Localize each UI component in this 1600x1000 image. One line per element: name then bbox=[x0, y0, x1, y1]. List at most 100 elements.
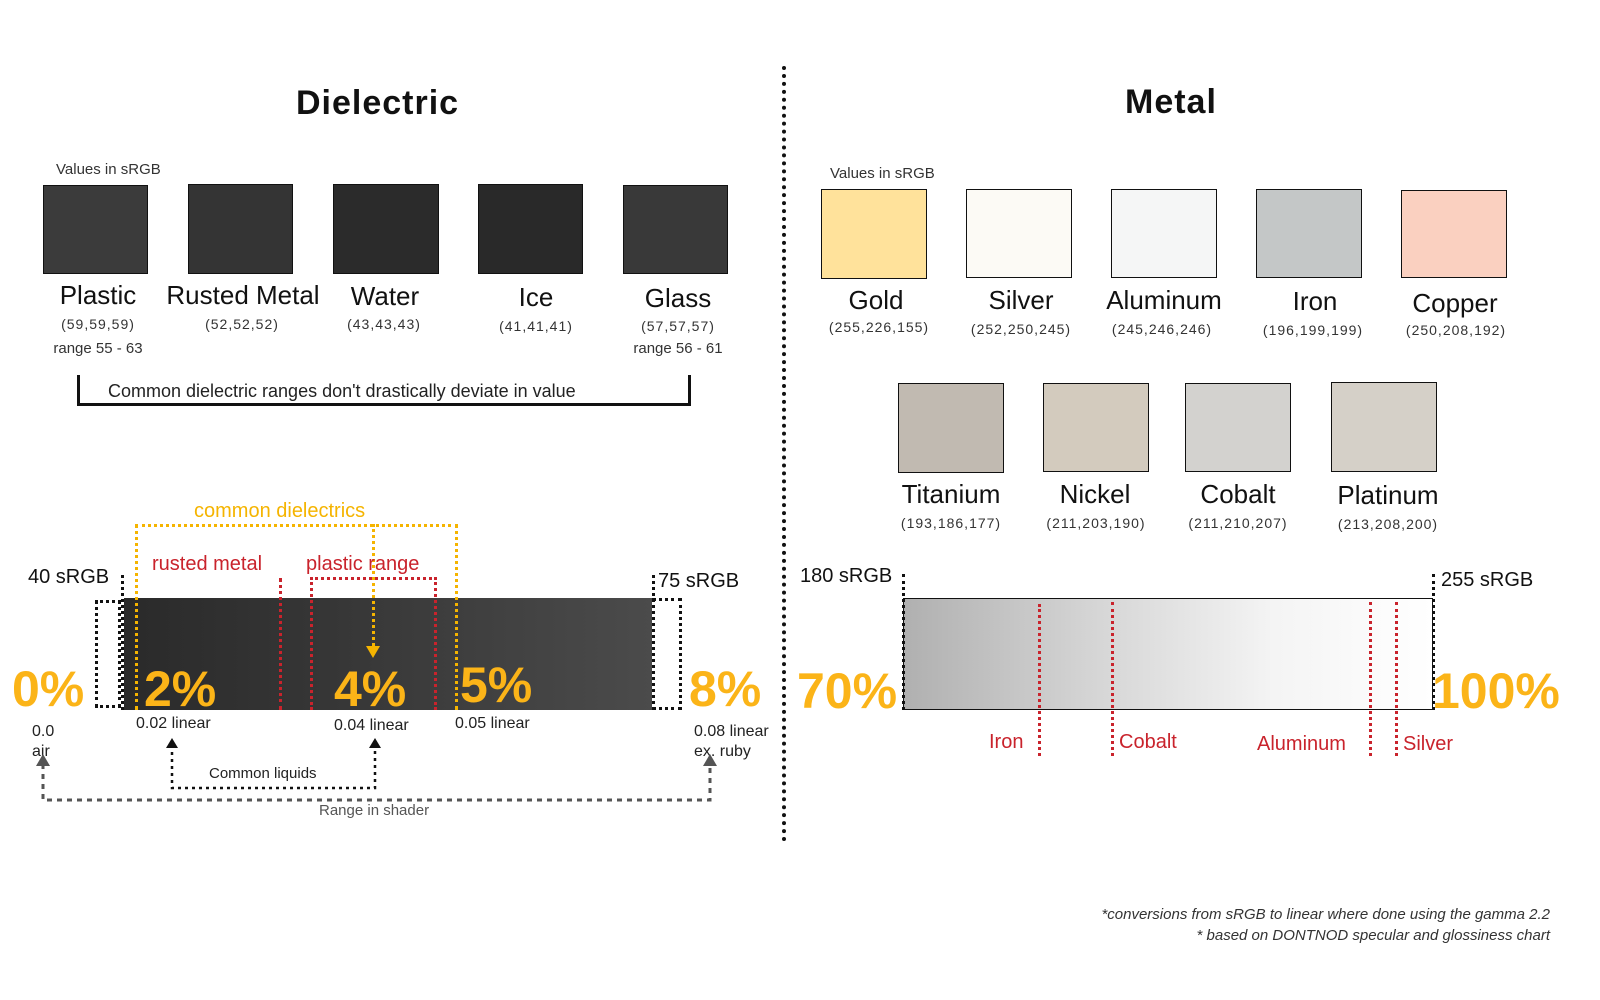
metal-left-srgb: 180 sRGB bbox=[800, 565, 893, 587]
marker-aluminum-label: Aluminum bbox=[1257, 733, 1346, 755]
label-aluminum: Aluminum bbox=[1106, 285, 1222, 315]
linear-0: 0.0 bbox=[32, 723, 55, 740]
value-plastic: (59,59,59) bbox=[61, 316, 135, 332]
swatch-cobalt bbox=[1185, 383, 1291, 472]
label-platinum: Platinum bbox=[1337, 480, 1439, 510]
value-gold: (255,226,155) bbox=[828, 319, 930, 335]
swatch-silver bbox=[966, 189, 1072, 278]
common-dielectrics-arrowhead bbox=[366, 646, 380, 658]
marker-silver-label: Silver bbox=[1403, 733, 1454, 755]
value-platinum: (213,208,200) bbox=[1337, 516, 1439, 532]
value-rusted-metal: (52,52,52) bbox=[205, 316, 279, 332]
rusted-metal-line bbox=[279, 578, 282, 710]
value-cobalt: (211,210,207) bbox=[1188, 515, 1288, 531]
label-iron: Iron bbox=[1292, 286, 1338, 316]
linear-0-sub: air bbox=[32, 743, 50, 760]
label-ice: Ice bbox=[518, 282, 554, 312]
marker-aluminum-line bbox=[1369, 602, 1372, 756]
dielectric-bracket-note: Common dielectric ranges don't drastical… bbox=[108, 381, 576, 401]
dielectric-left-endbox bbox=[95, 600, 121, 708]
dielectric-gradient-bar bbox=[124, 598, 652, 710]
swatch-glass bbox=[623, 185, 728, 274]
swatch-platinum bbox=[1331, 382, 1437, 472]
metal-values-note: Values in sRGB bbox=[830, 165, 935, 182]
marker-cobalt-line bbox=[1111, 602, 1114, 756]
right-srgb-label: 75 sRGB bbox=[658, 570, 740, 592]
dielectric-right-endbox bbox=[652, 598, 682, 710]
swatch-copper bbox=[1401, 190, 1507, 278]
swatch-rusted-metal bbox=[188, 184, 293, 274]
right-bar-tick bbox=[652, 575, 655, 710]
common-dielectrics-pointer bbox=[372, 524, 375, 646]
plastic-range-bracket bbox=[310, 577, 437, 710]
range-glass: range 56 - 61 bbox=[633, 340, 723, 357]
swatch-ice bbox=[478, 184, 583, 274]
swatch-iron bbox=[1256, 189, 1362, 278]
section-divider bbox=[782, 66, 786, 842]
left-bar-tick bbox=[121, 575, 124, 710]
marker-iron-label: Iron bbox=[989, 731, 1024, 753]
plastic-range-label: plastic range bbox=[306, 553, 420, 575]
label-rusted-metal: Rusted Metal bbox=[166, 280, 320, 310]
swatch-titanium bbox=[898, 383, 1004, 473]
rusted-metal-label: rusted metal bbox=[152, 553, 263, 575]
marker-silver-line bbox=[1395, 602, 1398, 756]
value-titanium: (193,186,177) bbox=[900, 515, 1002, 531]
range-in-shader-label: Range in shader bbox=[319, 802, 430, 819]
label-cobalt: Cobalt bbox=[1200, 479, 1276, 509]
linear-4: 0.04 linear bbox=[334, 717, 409, 734]
value-copper: (250,208,192) bbox=[1405, 322, 1507, 338]
common-liquids-arrow-right bbox=[369, 738, 381, 748]
swatch-plastic bbox=[43, 185, 148, 274]
metal-pct-100: 100% bbox=[1432, 663, 1560, 719]
swatch-gold bbox=[821, 189, 927, 279]
dielectric-values-note: Values in sRGB bbox=[56, 161, 161, 178]
label-silver: Silver bbox=[988, 285, 1054, 315]
linear-5: 0.05 linear bbox=[455, 715, 530, 732]
label-nickel: Nickel bbox=[1059, 479, 1131, 509]
metal-title: Metal bbox=[1125, 83, 1217, 121]
range-shader-bracket bbox=[41, 764, 712, 802]
dielectric-bracket bbox=[77, 375, 691, 406]
pct-0: 0% bbox=[12, 661, 85, 717]
value-ice: (41,41,41) bbox=[499, 318, 573, 334]
marker-cobalt-label: Cobalt bbox=[1119, 731, 1177, 753]
pct-5: 5% bbox=[460, 657, 533, 713]
range-plastic: range 55 - 63 bbox=[53, 340, 143, 357]
label-gold: Gold bbox=[848, 285, 904, 315]
label-glass: Glass bbox=[644, 283, 712, 313]
metal-right-srgb: 255 sRGB bbox=[1441, 569, 1534, 591]
left-srgb-label: 40 sRGB bbox=[28, 566, 110, 588]
pct-4: 4% bbox=[334, 661, 407, 717]
linear-8-sub: ex. ruby bbox=[694, 743, 751, 760]
common-dielectrics-bracket bbox=[135, 524, 458, 710]
value-iron: (196,199,199) bbox=[1262, 322, 1364, 338]
common-dielectrics-label: common dielectrics bbox=[194, 500, 366, 522]
label-titanium: Titanium bbox=[901, 479, 1001, 509]
pct-8: 8% bbox=[689, 661, 762, 717]
pct-2: 2% bbox=[144, 661, 217, 717]
metal-right-tick bbox=[1432, 574, 1435, 710]
swatch-nickel bbox=[1043, 383, 1149, 472]
label-water: Water bbox=[350, 281, 420, 311]
value-glass: (57,57,57) bbox=[641, 318, 715, 334]
common-liquids-label: Common liquids bbox=[209, 765, 317, 782]
common-liquids-arrow-left bbox=[166, 738, 178, 748]
metal-gradient-bar bbox=[903, 598, 1433, 710]
linear-8: 0.08 linear bbox=[694, 723, 769, 740]
value-water: (43,43,43) bbox=[347, 316, 421, 332]
value-silver: (252,250,245) bbox=[970, 321, 1072, 337]
linear-2: 0.02 linear bbox=[136, 715, 211, 732]
label-plastic: Plastic bbox=[59, 280, 137, 310]
value-nickel: (211,203,190) bbox=[1046, 515, 1146, 531]
swatch-water bbox=[333, 184, 439, 274]
footnote-2: * based on DONTNOD specular and glossine… bbox=[1196, 927, 1551, 944]
marker-iron-line bbox=[1038, 604, 1041, 756]
metal-left-tick bbox=[902, 574, 905, 710]
value-aluminum: (245,246,246) bbox=[1111, 321, 1213, 337]
label-copper: Copper bbox=[1412, 288, 1498, 318]
dielectric-title: Dielectric bbox=[296, 84, 460, 122]
footnote-1: *conversions from sRGB to linear where d… bbox=[1101, 906, 1550, 923]
swatch-aluminum bbox=[1111, 189, 1217, 278]
metal-pct-70: 70% bbox=[797, 663, 898, 719]
